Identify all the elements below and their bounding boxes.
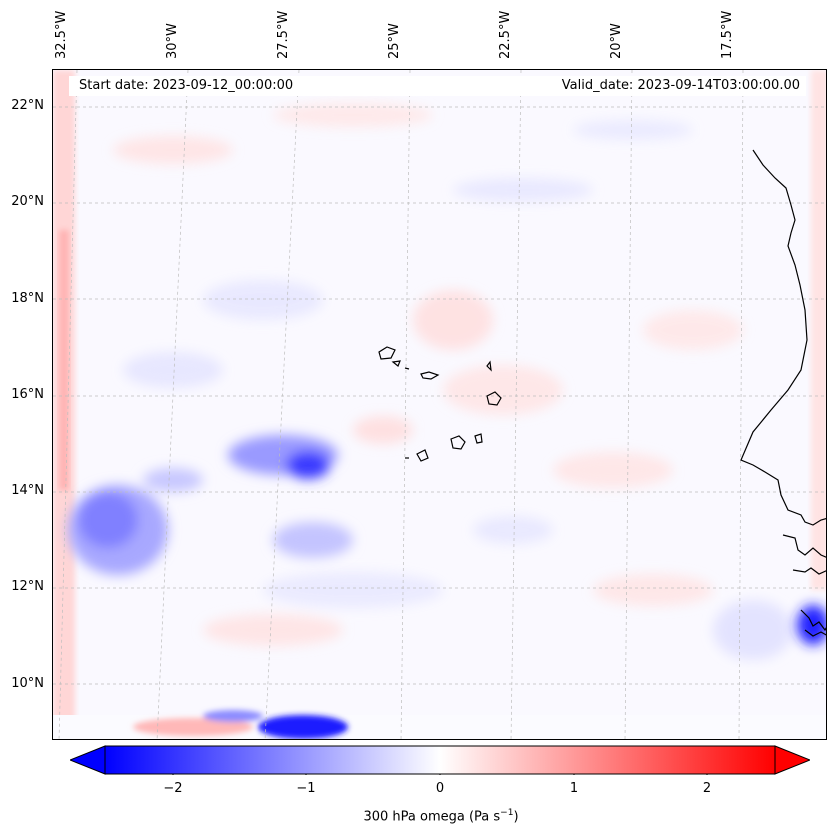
colorbar-tick-label: 1 bbox=[569, 781, 579, 796]
lat-label-14n: 14°N bbox=[11, 483, 44, 498]
lat-label-16n: 16°N bbox=[11, 387, 44, 402]
african-coastline bbox=[740, 149, 826, 526]
colorbar-tick-label: −2 bbox=[163, 781, 183, 796]
lon-label-27-5w: 27.5°W bbox=[276, 10, 291, 59]
start-date-label: Start date: 2023-09-12_00:00:00 bbox=[79, 78, 294, 93]
colorbar-ticks bbox=[172, 774, 708, 775]
colorbar-title-close: ) bbox=[513, 809, 519, 825]
lat-label-10n: 10°N bbox=[11, 676, 44, 691]
lon-label-25w: 25°W bbox=[387, 23, 402, 59]
colorbar-tick-label: −1 bbox=[296, 781, 316, 796]
graticule bbox=[53, 70, 826, 739]
negative-omega-clusters bbox=[68, 435, 826, 645]
colorbar-tick-label: 0 bbox=[435, 781, 445, 796]
colorbar-title-exponent: −1 bbox=[500, 808, 514, 818]
colorbar-max-extension bbox=[774, 745, 810, 775]
valid-date-label: Valid_date: 2023-09-14T03:00:00.00 bbox=[561, 78, 800, 93]
lat-label-18n: 18°N bbox=[11, 291, 44, 306]
colorbar bbox=[70, 745, 810, 775]
colorbar-title-text: 300 hPa omega (Pa s bbox=[363, 809, 501, 825]
cape-verde-islands bbox=[378, 346, 502, 462]
lon-label-32-5w: 32.5°W bbox=[54, 10, 69, 59]
colorbar-gradient bbox=[104, 745, 776, 775]
omega-field bbox=[53, 70, 826, 739]
omega-map-panel bbox=[52, 69, 827, 740]
lon-label-17-5w: 17.5°W bbox=[720, 10, 735, 59]
lat-label-12n: 12°N bbox=[11, 579, 44, 594]
lon-label-30w: 30°W bbox=[165, 23, 180, 59]
colorbar-min-extension bbox=[70, 745, 106, 775]
colorbar-title: 300 hPa omega (Pa s−1) bbox=[0, 808, 837, 824]
colorbar-tick-label: 2 bbox=[702, 781, 712, 796]
lat-label-22n: 22°N bbox=[11, 98, 44, 113]
lat-label-20n: 20°N bbox=[11, 194, 44, 209]
lon-label-20w: 20°W bbox=[609, 23, 624, 59]
lon-label-22-5w: 22.5°W bbox=[498, 10, 513, 59]
title-banner bbox=[69, 76, 806, 96]
